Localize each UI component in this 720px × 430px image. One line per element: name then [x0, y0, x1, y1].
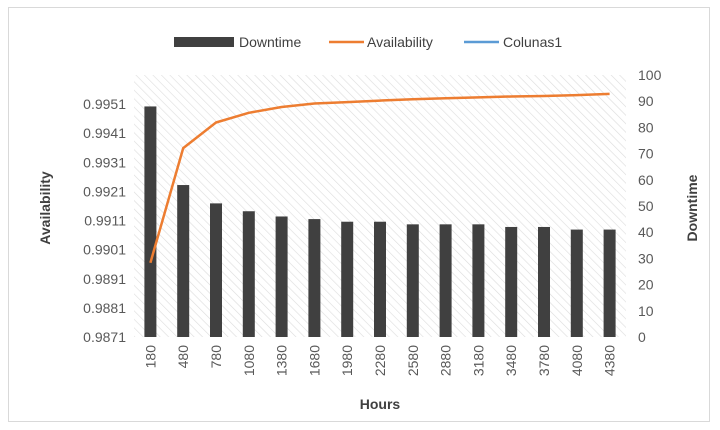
downtime-bar: [538, 226, 550, 337]
x-tick-label: 4380: [602, 345, 618, 376]
legend-label-downtime: Downtime: [239, 34, 301, 50]
y-axis-right: 0 10 20 30 40 50 60 70 80 90 100: [638, 67, 662, 345]
chart-frame: Downtime Availability Colunas1 0.9871 0.9…: [8, 7, 710, 422]
legend-label-availability: Availability: [367, 34, 433, 50]
downtime-bar: [505, 226, 518, 337]
downtime-bar: [210, 203, 222, 337]
y2-tick-label: 70: [638, 146, 654, 162]
combo-chart: Downtime Availability Colunas1 0.98710.9…: [37, 34, 700, 412]
y2-tick-label: 90: [638, 93, 654, 109]
y2-tick-label: 10: [638, 303, 654, 319]
downtime-bar: [603, 229, 616, 337]
y2-tick-label: 60: [638, 172, 654, 188]
y-tick-label: 0.9901: [83, 242, 126, 258]
y2-tick-label: 80: [638, 119, 654, 135]
downtime-bar: [177, 185, 190, 337]
y-tick-label: 0.9871: [83, 329, 126, 345]
x-axis: 180 480 780 1080 1380 1680 1980 2280 2580 2880 318…: [142, 345, 617, 376]
downtime-bar: [242, 211, 255, 337]
downtime-bar: [570, 229, 583, 337]
x-tick-label: 1380: [274, 345, 290, 376]
x-tick-label: 480: [175, 345, 191, 369]
y2-tick-label: 20: [638, 277, 654, 293]
x-tick-label: 3780: [536, 345, 552, 376]
x-tick-label: 2580: [405, 345, 421, 376]
y-tick-label: 0.9941: [83, 125, 126, 141]
x-tick-label: 780: [208, 345, 224, 369]
downtime-bar: [308, 219, 321, 337]
legend-label-colunas1: Colunas1: [503, 34, 562, 50]
x-tick-label: 4080: [569, 345, 585, 376]
y-tick-label: 0.9911: [84, 213, 126, 229]
y2-tick-label: 50: [638, 198, 654, 214]
y2-tick-label: 100: [638, 67, 662, 83]
y2-tick-label: 30: [638, 250, 654, 266]
availability-line: [149, 92, 610, 264]
availability-line-layer: [149, 92, 610, 264]
x-tick-label: 1080: [241, 345, 257, 376]
x-tick-label: 3480: [503, 345, 519, 376]
downtime-bar: [406, 224, 419, 337]
x-axis-title: Hours: [360, 396, 401, 412]
y2-axis-title: Downtime: [684, 174, 700, 241]
y-tick-label: 0.9921: [83, 183, 126, 199]
legend: Downtime Availability Colunas1: [174, 34, 562, 50]
y2-tick-label: 0: [638, 329, 646, 345]
downtime-bar: [341, 221, 354, 337]
x-tick-label: 1680: [306, 345, 322, 376]
y-tick-label: 0.9891: [83, 271, 126, 287]
downtime-bar: [439, 224, 452, 337]
y-tick-label: 0.9951: [83, 96, 126, 112]
x-tick-label: 1980: [339, 345, 355, 376]
x-tick-label: 3180: [470, 345, 486, 376]
y-tick-label: 0.9931: [83, 154, 126, 170]
y-axis-left: 0.9871 0.9881 0.9891 0.9901 0.9911 0.9921 0.99…: [83, 96, 126, 345]
legend-swatch-downtime: [174, 37, 234, 47]
downtime-bar: [275, 216, 288, 337]
y2-tick-label: 40: [638, 224, 654, 240]
downtime-bar: [472, 224, 485, 337]
y-axis-title: Availability: [37, 171, 53, 245]
x-tick-label: 2280: [372, 345, 388, 376]
x-tick-label: 180: [142, 345, 158, 369]
downtime-bar: [144, 106, 157, 337]
y-tick-label: 0.9881: [83, 300, 126, 316]
downtime-bar: [374, 221, 386, 337]
downtime-bars: [144, 106, 616, 337]
x-tick-label: 2880: [438, 345, 454, 376]
